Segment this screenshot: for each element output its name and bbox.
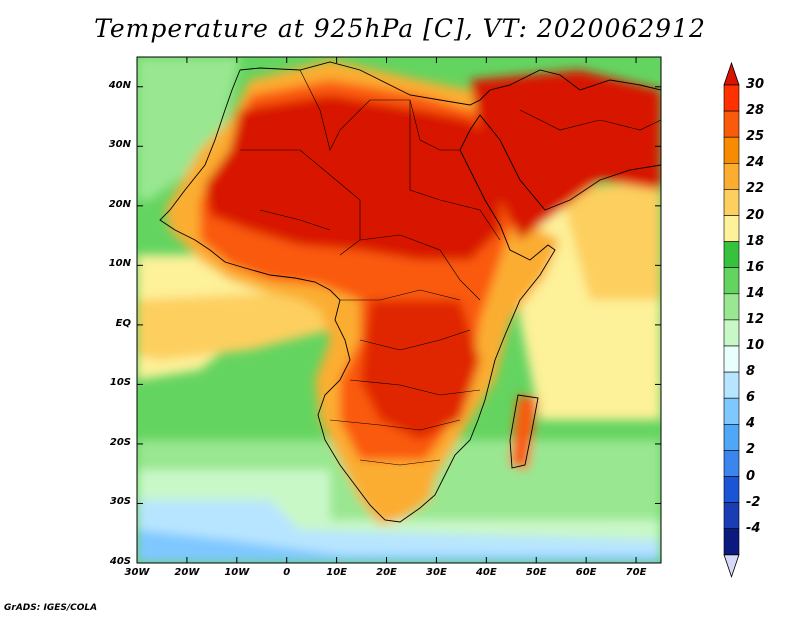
borders: [240, 69, 661, 466]
lat-label: 10N: [108, 258, 131, 270]
lon-label: 10W: [224, 567, 250, 578]
warm-ocean-west-2: [137, 290, 330, 360]
axis-ticks: [136, 57, 661, 564]
lat-label: 40N: [108, 79, 131, 91]
colorbar-label: 14: [746, 285, 765, 301]
map-field: [137, 57, 661, 563]
colorbar-swatch: [723, 293, 740, 321]
coastlines: [159, 61, 661, 523]
colorbar-swatch: [723, 397, 740, 425]
lon-label: 10E: [326, 567, 347, 578]
colorbar-label: 18: [746, 233, 765, 249]
colorbar-label: 25: [746, 129, 765, 145]
lon-label: 20E: [376, 567, 397, 578]
colorbar-swatch: [723, 215, 740, 242]
lon-label: 50E: [525, 567, 547, 578]
lat-label: EQ: [115, 317, 131, 329]
colorbar-swatch: [723, 319, 740, 347]
colorbar-swatch: [723, 110, 740, 138]
credit-text: GrADS: IGES/COLA: [4, 603, 98, 613]
colorbar-swatch: [723, 345, 740, 373]
colorbar-swatch: [723, 502, 740, 530]
colorbar-label: 2: [746, 442, 756, 458]
south-africa-mild: [360, 460, 440, 520]
madagascar: [510, 395, 538, 470]
colorbar-bottom-arrow: [723, 554, 740, 579]
warm-ocean-east-2: [560, 180, 661, 300]
colorbar-swatch: [723, 84, 740, 112]
cool-ocean-north: [137, 57, 240, 200]
colorbar-label: 12: [746, 311, 765, 327]
lon-label: 40E: [475, 567, 497, 578]
lat-label: 20S: [109, 436, 131, 448]
colorbar-swatch: [723, 241, 740, 269]
colorbar-label: 20: [746, 207, 765, 223]
lon-label: 20W: [174, 567, 200, 578]
colorbar-swatch: [723, 163, 740, 190]
colorbar-swatch: [723, 528, 740, 556]
colorbar-top-arrow: [723, 61, 740, 86]
colorbar-swatch: [723, 476, 740, 503]
colorbar-swatch: [723, 136, 740, 164]
lat-label: 20N: [108, 198, 131, 210]
colorbar-label: 4: [746, 416, 756, 432]
colorbar-label: 0: [746, 468, 756, 484]
colorbar-label: 24: [746, 155, 765, 171]
central-africa-hot: [360, 300, 480, 440]
colorbar-label: 10: [746, 338, 765, 353]
colorbar-label: 6: [746, 390, 756, 406]
colorbar-label: 22: [746, 181, 765, 197]
lon-label: 60E: [575, 567, 597, 578]
colorbar-label: 16: [746, 259, 765, 275]
colorbar-swatch: [723, 423, 740, 451]
colorbar: [723, 61, 740, 579]
map-frame: [136, 56, 662, 564]
colorbar-label: 30: [746, 77, 765, 92]
lon-label: 0: [283, 567, 291, 578]
coldest-ocean-south: [137, 530, 661, 563]
colorbar-swatch: [723, 371, 740, 399]
lat-label: 30S: [109, 496, 131, 508]
lat-label: 40S: [109, 556, 131, 567]
colorbar-label: 8: [746, 364, 756, 380]
lon-label: 30E: [426, 567, 447, 578]
lat-label: 30N: [108, 139, 131, 151]
colorbar-swatch: [723, 450, 740, 477]
colorbar-label: -2: [746, 494, 761, 510]
arabia-hot: [470, 70, 661, 240]
lon-label: 30W: [124, 567, 150, 578]
colorbar-label: 28: [746, 103, 765, 119]
colorbar-label: -4: [746, 520, 761, 536]
colorbar-swatch: [723, 189, 740, 216]
lat-label: 10S: [109, 377, 131, 389]
chart-title: Temperature at 925hPa [C], VT: 202006291…: [94, 14, 706, 43]
lon-label: 70E: [625, 567, 647, 578]
sahara-hot: [205, 95, 500, 260]
colorbar-swatch: [723, 267, 740, 295]
